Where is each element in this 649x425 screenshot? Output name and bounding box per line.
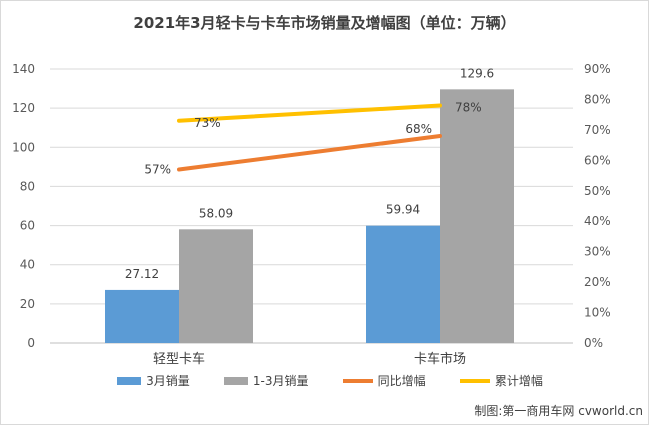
legend-item-cumulative-growth[interactable]: 累计增幅 [459, 372, 543, 389]
bar-monthly-0 [105, 289, 179, 343]
line-cumulative [177, 103, 442, 123]
bar-value-label: 58.09 [199, 206, 233, 220]
bar-q1-0 [179, 229, 253, 343]
y-left-tick-label: 0 [27, 336, 35, 350]
trend-lines [177, 103, 442, 172]
bar-value-label: 27.12 [125, 267, 159, 281]
axes: 0 20 40 60 80 100 120 140 0% 10% 20% 30% 40% 50% 60% 70… [12, 62, 611, 367]
chart-title: 2021年3月轻卡与卡车市场销量及增幅图（单位：万辆） [133, 14, 516, 32]
legend-swatch [223, 376, 248, 385]
legend-swatch [459, 378, 490, 383]
line-value-label: 73% [194, 116, 221, 130]
legend-swatch [117, 376, 142, 385]
data-labels: 27.12 59.94 58.09 129.6 57% 68% 73% 78% [125, 66, 494, 281]
legend-label: 累计增幅 [494, 374, 543, 388]
legend-label: 同比增幅 [377, 374, 426, 388]
legend-item-monthly-sales[interactable]: 3月销量 [117, 372, 190, 389]
bar-value-label: 59.94 [386, 203, 420, 217]
y-right-tick-label: 90% [584, 62, 611, 76]
y-left-tick-label: 40 [20, 258, 35, 272]
chart-legend: 3月销量 1-3月销量 同比增幅 累计增幅 [100, 372, 560, 389]
y-left-tick-label: 100 [12, 140, 35, 154]
legend-item-q1-sales[interactable]: 1-3月销量 [223, 372, 309, 389]
y-left-tick-label: 80 [20, 179, 35, 193]
y-right-tick-label: 0% [584, 336, 603, 350]
y-right-tick-label: 50% [584, 184, 611, 198]
line-value-label: 68% [405, 122, 432, 136]
line-yoy [177, 133, 442, 172]
y-right-tick-label: 40% [584, 214, 611, 228]
x-category-label: 轻型卡车 [153, 351, 205, 367]
line-value-label: 78% [455, 101, 482, 115]
y-left-tick-label: 140 [12, 62, 35, 76]
bars [105, 89, 514, 344]
bar-value-label: 129.6 [460, 66, 494, 80]
bar-monthly-1 [366, 225, 440, 343]
y-left-tick-label: 120 [12, 101, 35, 115]
legend-label: 3月销量 [146, 374, 190, 388]
legend-label: 1-3月销量 [252, 374, 309, 388]
y-left-tick-label: 60 [20, 219, 35, 233]
y-right-tick-label: 30% [584, 245, 611, 259]
y-right-tick-label: 80% [584, 92, 611, 106]
legend-swatch [342, 378, 373, 383]
y-right-tick-label: 10% [584, 306, 611, 320]
y-right-tick-label: 20% [584, 275, 611, 289]
legend-item-yoy-growth[interactable]: 同比增幅 [342, 372, 426, 389]
y-right-tick-label: 60% [584, 153, 611, 167]
x-category-label: 卡车市场 [414, 351, 466, 367]
credit-text: 制图:第一商用车网 cvworld.cn [474, 404, 643, 418]
y-right-tick-label: 70% [584, 123, 611, 137]
bar-q1-1 [440, 89, 514, 344]
y-left-tick-label: 20 [20, 297, 35, 311]
line-value-label: 57% [144, 162, 171, 176]
